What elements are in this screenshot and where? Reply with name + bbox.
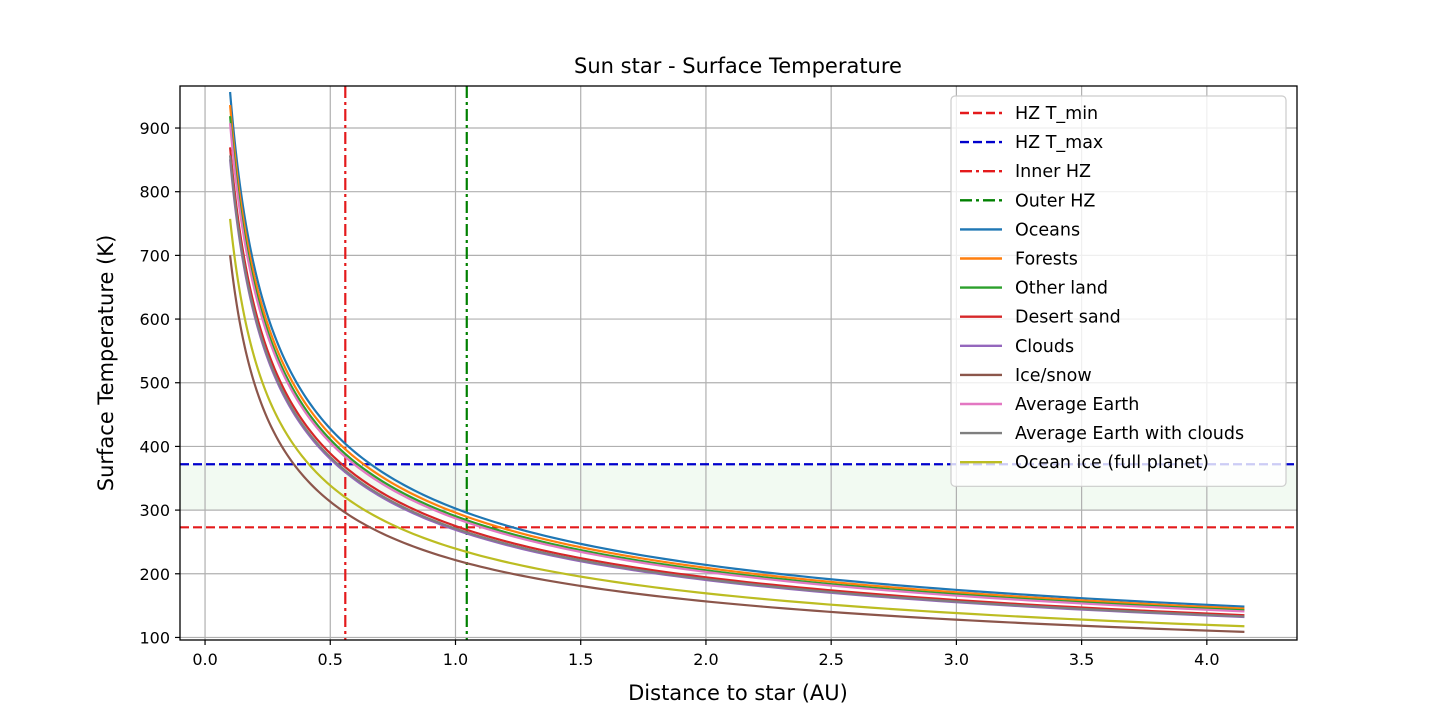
x-tick-label: 4.0 [1194, 650, 1219, 669]
x-tick-label: 3.5 [1069, 650, 1094, 669]
legend-label: Other land [1015, 279, 1108, 299]
legend-label: HZ T_min [1015, 104, 1098, 124]
y-tick-label: 400 [139, 437, 170, 456]
legend-label: Average Earth [1015, 395, 1139, 415]
legend-label: Ice/snow [1015, 366, 1092, 386]
y-tick-label: 200 [139, 565, 170, 584]
legend-label: Oceans [1015, 220, 1080, 240]
legend-label: HZ T_max [1015, 133, 1103, 153]
x-axis-title: Distance to star (AU) [628, 681, 848, 705]
chart-title: Sun star - Surface Temperature [574, 54, 902, 78]
x-tick-label: 2.5 [818, 650, 843, 669]
y-tick-label: 600 [139, 310, 170, 329]
series-group [228, 91, 1245, 633]
series-line-average-earth [228, 123, 1245, 613]
series-line-ocean-ice-full-planet- [228, 218, 1245, 628]
legend-label: Average Earth with clouds [1015, 424, 1244, 444]
x-tick-label: 3.0 [944, 650, 969, 669]
y-tick-label: 900 [139, 119, 170, 138]
y-tick-label: 500 [139, 374, 170, 393]
plot-frame [179, 85, 1298, 641]
legend-label: Inner HZ [1015, 162, 1091, 182]
y-axis-title: Surface Temperature (K) [94, 235, 118, 492]
y-tick-label: 800 [139, 183, 170, 202]
y-tick-label: 700 [139, 246, 170, 265]
legend: HZ T_min HZ T_max Inner HZ Outer HZ Oceans Fo… [950, 95, 1287, 487]
series-line-oceans [228, 91, 1245, 608]
legend-label: Clouds [1015, 337, 1074, 357]
x-tick-label: 0.5 [318, 650, 343, 669]
legend-label: Ocean ice (full planet) [1015, 453, 1209, 473]
y-tick-label: 300 [139, 501, 170, 520]
series-line-average-earth-with-clouds [228, 155, 1245, 618]
series-line-ice-snow [228, 254, 1245, 633]
x-tick-label: 1.5 [568, 650, 593, 669]
series-line-desert-sand [228, 147, 1245, 617]
series-line-forests [228, 104, 1245, 610]
legend-label: Desert sand [1015, 308, 1121, 328]
x-tick-label: 2.0 [693, 650, 718, 669]
legend-box [950, 95, 1287, 487]
legend-label: Forests [1015, 250, 1078, 270]
x-tick-label: 0.0 [192, 650, 217, 669]
y-tick-label: 100 [139, 628, 170, 647]
x-tick-label: 1.0 [443, 650, 468, 669]
legend-label: Outer HZ [1015, 191, 1095, 211]
